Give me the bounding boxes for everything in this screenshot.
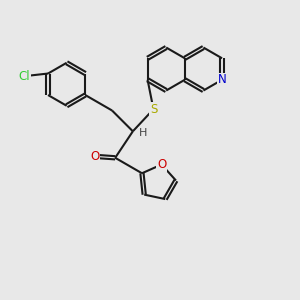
Text: O: O [90, 150, 99, 163]
Text: Cl: Cl [18, 70, 30, 83]
Text: H: H [139, 128, 147, 138]
Text: O: O [157, 158, 166, 171]
Text: S: S [150, 103, 157, 116]
Text: N: N [218, 73, 226, 86]
